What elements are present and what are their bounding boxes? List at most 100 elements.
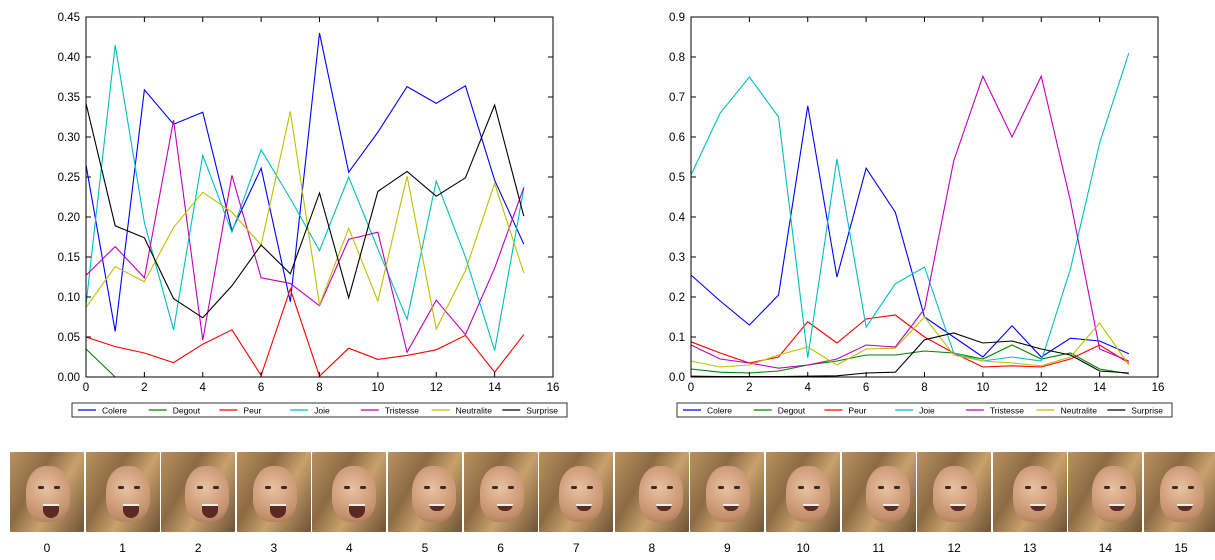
frame-index-label: 2 (194, 541, 202, 555)
legend: Colere Degout Peur Joie Tristesse Neutralite S… (676, 402, 1173, 418)
frame-index-label: 15 (1174, 541, 1188, 555)
video-frame-thumbnail (992, 452, 1067, 532)
series-line-colere (690, 105, 1130, 358)
video-frame-thumbnail (539, 452, 614, 532)
legend-label-joie: Joie (314, 406, 330, 416)
video-frame-thumbnail (614, 452, 689, 532)
x-tick-label: 12 (1035, 382, 1048, 394)
line-chart-svg: 0 2 4 6 8 10 12 14 16 0.0 0.1 0.2 0.3 0.4 0.5 0.6 0.7 0.8… (669, 12, 1173, 418)
legend-label-colere: Colere (102, 406, 127, 416)
frame-index-label: 13 (1023, 541, 1037, 555)
frame-index-label: 4 (346, 541, 353, 555)
series-line-neutralite (690, 316, 1130, 368)
video-frame-thumbnail (690, 452, 765, 532)
frame-index-label: 6 (497, 541, 504, 555)
x-tick-label: 16 (1152, 382, 1165, 394)
frame-index-label: 7 (572, 541, 580, 555)
y-tick-label: 0.35 (58, 92, 80, 104)
series-line-joie (85, 44, 525, 351)
x-tick-label: 8 (316, 382, 322, 394)
y-tick-label: 0.9 (669, 12, 685, 24)
series-line-peur (85, 287, 525, 378)
frame-index-label: 9 (724, 541, 731, 555)
frame-index-label: 8 (648, 541, 656, 555)
video-frame-thumbnail (10, 452, 84, 532)
video-frame-thumbnail (85, 452, 160, 532)
y-tick-label: 0.3 (669, 252, 685, 264)
y-tick-label: 0.40 (58, 52, 80, 64)
legend-label-tristesse: Tristesse (385, 406, 419, 416)
legend-label-peur: Peur (243, 406, 261, 416)
y-tick-label: 0.05 (58, 332, 80, 344)
frame-index-label: 3 (270, 541, 278, 555)
video-frame-thumbnail (463, 452, 538, 532)
plot-frame (690, 16, 1159, 378)
video-frame-thumbnail (766, 452, 840, 532)
series-line-colere (85, 32, 525, 332)
chart-left: 0 2 4 6 8 10 12 14 16 0.00 0.05 0.10 0.15 0.20 0.25 0.3… (0, 0, 600, 430)
legend-label-neutralite: Neutralite (456, 406, 493, 416)
y-tick-label: 0.4 (669, 212, 686, 224)
legend-label-colere: Colere (707, 406, 732, 416)
x-tick-label: 14 (488, 382, 501, 394)
x-tick-label: 10 (371, 382, 384, 394)
x-tick-label: 4 (805, 382, 812, 394)
video-frame-thumbnail (917, 452, 992, 532)
x-tick-label: 0 (83, 382, 89, 394)
x-tick-label: 14 (1093, 382, 1106, 394)
plot-frame (85, 16, 554, 378)
legend-label-peur: Peur (848, 406, 866, 416)
legend-label-degout: Degout (778, 406, 806, 416)
line-chart-svg: 0 2 4 6 8 10 12 14 16 0.00 0.05 0.10 0.15 0.20 0.25 0.3… (58, 12, 568, 418)
video-frame-thumbnail (1068, 452, 1143, 532)
y-tick-label: 0.45 (58, 12, 80, 24)
y-tick-label: 0.0 (669, 372, 685, 384)
frame-index-label: 11 (872, 541, 885, 555)
video-frame-thumbnail (161, 452, 236, 532)
y-tick-label: 0.20 (58, 212, 80, 224)
series-line-surprise (85, 103, 525, 319)
frame-index-label: 0 (43, 541, 51, 555)
legend-label-tristesse: Tristesse (990, 406, 1024, 416)
x-tick-label: 12 (430, 382, 443, 394)
y-tick-label: 0.7 (669, 92, 685, 104)
video-frame-thumbnail (841, 452, 916, 532)
frame-index-label: 5 (421, 541, 429, 555)
frame-index-label: 14 (1098, 541, 1113, 555)
x-tick-label: 2 (746, 382, 752, 394)
video-frame-thumbnail (312, 452, 387, 532)
y-tick-label: 0.6 (669, 132, 685, 144)
video-frame-thumbnail (388, 452, 462, 532)
frame-index-label: 12 (947, 541, 961, 555)
series-line-tristesse (690, 74, 1130, 369)
x-tick-label: 0 (688, 382, 694, 394)
legend-label-degout: Degout (173, 406, 201, 416)
x-tick-label: 10 (976, 382, 989, 394)
frame-index-label: 1 (119, 541, 126, 555)
x-tick-label: 16 (547, 382, 560, 394)
series-line-joie (690, 52, 1130, 362)
series-line-degout (85, 348, 116, 378)
legend-label-surprise: Surprise (1131, 406, 1163, 416)
series-line-degout (690, 344, 1129, 375)
y-tick-label: 0.1 (669, 332, 685, 344)
y-tick-label: 0.8 (669, 52, 685, 64)
x-tick-label: 2 (141, 382, 147, 394)
y-tick-label: 0.15 (58, 252, 80, 264)
legend-label-joie: Joie (919, 406, 935, 416)
video-frame-strip: 0 1 2 3 4 5 6 7 8 9 10 11 12 13 14 15 (0, 452, 1215, 560)
series-line-tristesse (85, 120, 525, 354)
y-tick-label: 0.5 (669, 172, 685, 184)
legend-label-neutralite: Neutralite (1061, 406, 1098, 416)
legend: Colere Degout Peur Joie Tristesse Neutralite S… (71, 402, 568, 418)
series-line-neutralite (85, 111, 525, 331)
chart-right: 0 2 4 6 8 10 12 14 16 0.0 0.1 0.2 0.3 0.4 0.5 0.6 0.7 0.8… (605, 0, 1205, 430)
y-tick-label: 0.30 (58, 132, 80, 144)
y-tick-label: 0.25 (58, 172, 80, 184)
x-tick-label: 6 (258, 382, 264, 394)
x-tick-label: 4 (200, 382, 207, 394)
video-frame-thumbnail (236, 452, 311, 532)
frame-index-label: 10 (796, 541, 810, 555)
y-tick-label: 0.00 (58, 372, 80, 384)
video-frame-thumbnail (1144, 452, 1215, 532)
